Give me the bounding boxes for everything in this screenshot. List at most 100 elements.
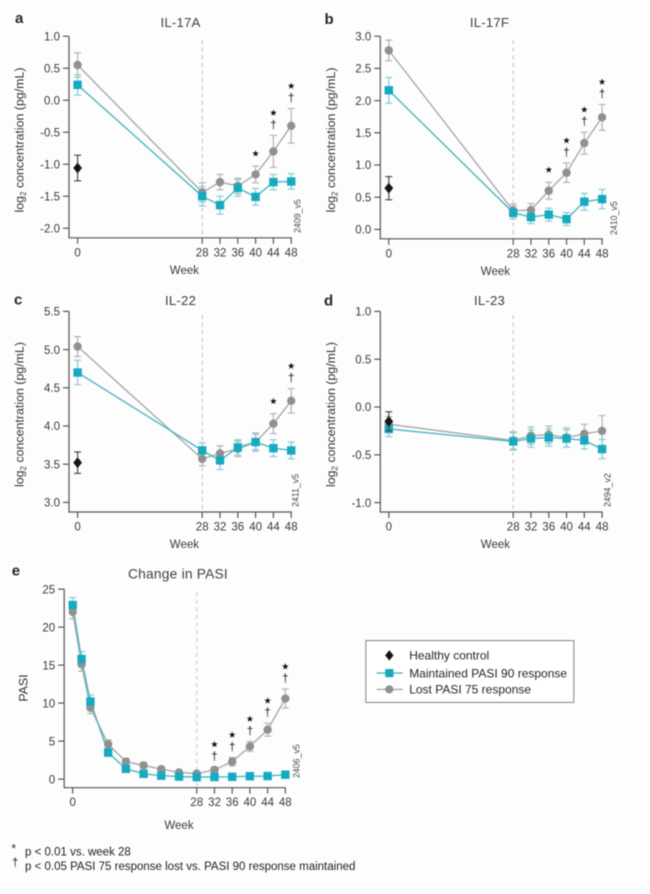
svg-text:d: d: [324, 293, 333, 310]
svg-text:Week: Week: [170, 265, 199, 277]
svg-text:1.5: 1.5: [355, 128, 371, 140]
svg-text:48: 48: [596, 248, 609, 260]
svg-text:44: 44: [267, 247, 280, 259]
svg-text:48: 48: [285, 247, 298, 259]
svg-text:-1.5: -1.5: [40, 191, 60, 203]
svg-text:28: 28: [196, 247, 209, 259]
svg-text:-1.0: -1.0: [351, 498, 371, 510]
svg-text:†: †: [211, 751, 217, 763]
svg-text:1.0: 1.0: [355, 160, 371, 172]
svg-text:a: a: [15, 10, 24, 27]
svg-text:e: e: [12, 563, 20, 580]
svg-text:48: 48: [279, 797, 292, 809]
svg-text:5.0: 5.0: [44, 345, 60, 357]
svg-text:-0.5: -0.5: [40, 127, 60, 139]
svg-text:0.5: 0.5: [44, 63, 60, 75]
svg-text:0.0: 0.0: [355, 402, 371, 414]
svg-text:†: †: [288, 373, 294, 385]
svg-text:32: 32: [208, 797, 221, 809]
svg-text:b: b: [325, 11, 334, 28]
svg-text:15: 15: [42, 660, 55, 672]
svg-text:-0.5: -0.5: [351, 450, 371, 462]
svg-text:44: 44: [578, 522, 591, 534]
svg-text:0.0: 0.0: [355, 225, 371, 237]
svg-text:40: 40: [560, 522, 573, 534]
svg-text:IL-17A: IL-17A: [160, 15, 200, 30]
svg-text:40: 40: [560, 248, 573, 260]
svg-text:2409_v5: 2409_v5: [293, 199, 303, 233]
svg-text:32: 32: [214, 247, 227, 259]
svg-text:48: 48: [285, 522, 298, 534]
svg-text:†: †: [264, 708, 270, 720]
svg-text:32: 32: [525, 522, 538, 534]
svg-text:†: †: [282, 674, 288, 686]
svg-text:4.5: 4.5: [44, 383, 60, 395]
svg-text:2.5: 2.5: [355, 64, 371, 76]
svg-text:p < 0.05 PASI 75 response lost: p < 0.05 PASI 75 response lost vs. PASI …: [25, 861, 355, 873]
svg-text:3.0: 3.0: [355, 31, 371, 43]
svg-text:2411_v5: 2411_v5: [291, 474, 301, 507]
svg-text:0: 0: [386, 248, 392, 260]
svg-text:20: 20: [42, 622, 55, 634]
svg-text:p < 0.01 vs. week 28: p < 0.01 vs. week 28: [25, 847, 131, 859]
svg-text:Week: Week: [481, 539, 510, 551]
svg-text:36: 36: [226, 797, 239, 809]
svg-text:Maintained PASI 90 response: Maintained PASI 90 response: [409, 666, 567, 680]
svg-text:†: †: [229, 742, 235, 754]
svg-text:0: 0: [74, 247, 80, 259]
svg-text:2494_v2: 2494_v2: [603, 473, 613, 507]
svg-text:†: †: [581, 117, 587, 129]
svg-text:†: †: [12, 858, 18, 870]
svg-text:3.0: 3.0: [44, 498, 60, 510]
svg-text:log2 concentration (pg/mL): log2 concentration (pg/mL): [13, 342, 29, 487]
svg-text:40: 40: [249, 522, 262, 534]
svg-text:IL-17F: IL-17F: [470, 15, 509, 30]
svg-text:*: *: [12, 844, 17, 856]
svg-text:28: 28: [196, 522, 209, 534]
svg-text:log2 concentration (pg/mL): log2 concentration (pg/mL): [324, 68, 340, 213]
svg-text:32: 32: [214, 522, 227, 534]
svg-text:IL-23: IL-23: [474, 293, 505, 308]
svg-text:Lost PASI 75 response: Lost PASI 75 response: [409, 683, 531, 697]
svg-text:1.0: 1.0: [44, 31, 60, 43]
svg-text:log2 concentration (pg/mL): log2 concentration (pg/mL): [324, 342, 340, 487]
svg-text:44: 44: [267, 522, 280, 534]
svg-text:c: c: [14, 292, 22, 309]
svg-text:Change in PASI: Change in PASI: [128, 567, 228, 582]
svg-text:2410_v5: 2410_v5: [609, 201, 619, 235]
svg-text:36: 36: [231, 522, 244, 534]
svg-text:2.0: 2.0: [355, 96, 371, 108]
svg-text:5.5: 5.5: [44, 307, 60, 319]
svg-text:3.5: 3.5: [44, 459, 60, 471]
svg-text:28: 28: [507, 522, 520, 534]
svg-text:40: 40: [244, 797, 257, 809]
svg-text:28: 28: [507, 248, 520, 260]
svg-text:0: 0: [69, 797, 75, 809]
svg-text:1.0: 1.0: [355, 307, 371, 319]
svg-text:0: 0: [386, 522, 392, 534]
svg-text:32: 32: [525, 248, 538, 260]
svg-text:PASI: PASI: [17, 674, 31, 701]
svg-text:Week: Week: [481, 266, 510, 278]
svg-text:IL-22: IL-22: [165, 293, 196, 308]
svg-text:0.5: 0.5: [355, 354, 371, 366]
svg-text:10: 10: [42, 698, 55, 710]
svg-text:25: 25: [42, 584, 55, 596]
svg-text:†: †: [247, 726, 253, 738]
svg-text:48: 48: [596, 522, 609, 534]
svg-text:Week: Week: [164, 820, 193, 832]
svg-text:5: 5: [49, 736, 55, 748]
svg-text:2406_v5: 2406_v5: [292, 744, 302, 778]
svg-text:40: 40: [249, 247, 262, 259]
svg-text:-2.0: -2.0: [40, 223, 60, 235]
svg-text:44: 44: [261, 797, 274, 809]
svg-text:36: 36: [542, 248, 555, 260]
svg-text:†: †: [563, 148, 569, 160]
svg-text:36: 36: [231, 247, 244, 259]
svg-text:log2 concentration (pg/mL): log2 concentration (pg/mL): [13, 68, 29, 213]
svg-text:Week: Week: [170, 539, 199, 551]
svg-text:0.5: 0.5: [355, 192, 371, 204]
svg-text:†: †: [288, 93, 294, 105]
svg-text:0.0: 0.0: [44, 95, 60, 107]
svg-text:†: †: [270, 120, 276, 132]
